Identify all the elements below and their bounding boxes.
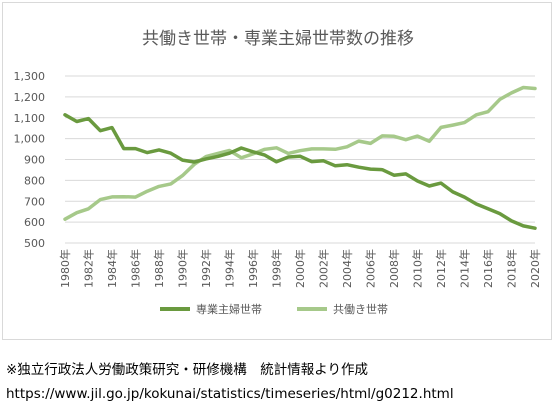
- y-tick-label: 700: [24, 195, 45, 208]
- x-tick-label: 2002年: [317, 249, 331, 288]
- series-line-dual-income: [63, 85, 537, 221]
- x-tick-label: 2006年: [364, 249, 378, 288]
- x-tick-label: 2014年: [458, 249, 472, 288]
- x-tick-label: 2010年: [411, 249, 425, 288]
- legend-label-housewife: 専業主婦世帯: [196, 302, 262, 316]
- x-tick-label: 2020年: [528, 249, 542, 288]
- x-tick-label: 1990年: [176, 249, 190, 288]
- x-tick-label: 1988年: [152, 249, 166, 288]
- x-tick-label: 1996年: [246, 249, 260, 288]
- y-tick-label: 1,000: [14, 133, 46, 146]
- x-tick-label: 1980年: [58, 249, 72, 288]
- legend: 専業主婦世帯 共働き世帯: [160, 302, 388, 316]
- y-axis: 500 600 700 800 900 1,000 1,100 1,200 1,300: [14, 70, 46, 250]
- series-layer: [63, 85, 537, 230]
- chart-frame: 共働き世帯・専業主婦世帯数の推移 500 600 700 800 900 1,000 1,1…: [2, 2, 552, 340]
- x-tick-label: 2016年: [481, 249, 495, 288]
- chart-title: 共働き世帯・専業主婦世帯数の推移: [142, 29, 414, 49]
- y-tick-label: 1,300: [14, 70, 46, 83]
- x-tick-label: 1992年: [199, 249, 213, 288]
- y-tick-label: 900: [24, 154, 45, 167]
- x-tick-label: 1982年: [82, 249, 96, 288]
- grid-layer: [65, 75, 535, 244]
- source-url: https://www.jil.go.jp/kokunai/statistics…: [6, 386, 454, 402]
- x-axis: 1980年 1982年 1984年 1986年 1988年 1990年 1992年 1994年…: [58, 249, 542, 288]
- x-tick-label: 2012年: [434, 249, 448, 288]
- y-tick-label: 800: [24, 174, 45, 187]
- x-tick-label: 1998年: [270, 249, 284, 288]
- series-line-housewife: [63, 113, 537, 230]
- x-tick-label: 1994年: [223, 249, 237, 288]
- chart-svg: 共働き世帯・専業主婦世帯数の推移 500 600 700 800 900 1,000 1,1…: [14, 29, 543, 316]
- legend-label-dual-income: 共働き世帯: [333, 303, 388, 316]
- x-tick-label: 2000年: [293, 249, 307, 288]
- x-tick-label: 1984年: [105, 249, 119, 288]
- x-tick-label: 1986年: [129, 249, 143, 288]
- y-tick-label: 600: [24, 216, 45, 229]
- source-note: ※独立行政法人労働政策研究・研修機構 統計情報より作成: [6, 362, 369, 378]
- x-tick-label: 2018年: [505, 249, 519, 288]
- y-tick-label: 500: [24, 237, 45, 250]
- x-tick-label: 2008年: [387, 249, 401, 288]
- x-tick-label: 2004年: [340, 249, 354, 288]
- y-tick-label: 1,100: [14, 112, 46, 125]
- y-tick-label: 1,200: [14, 91, 46, 104]
